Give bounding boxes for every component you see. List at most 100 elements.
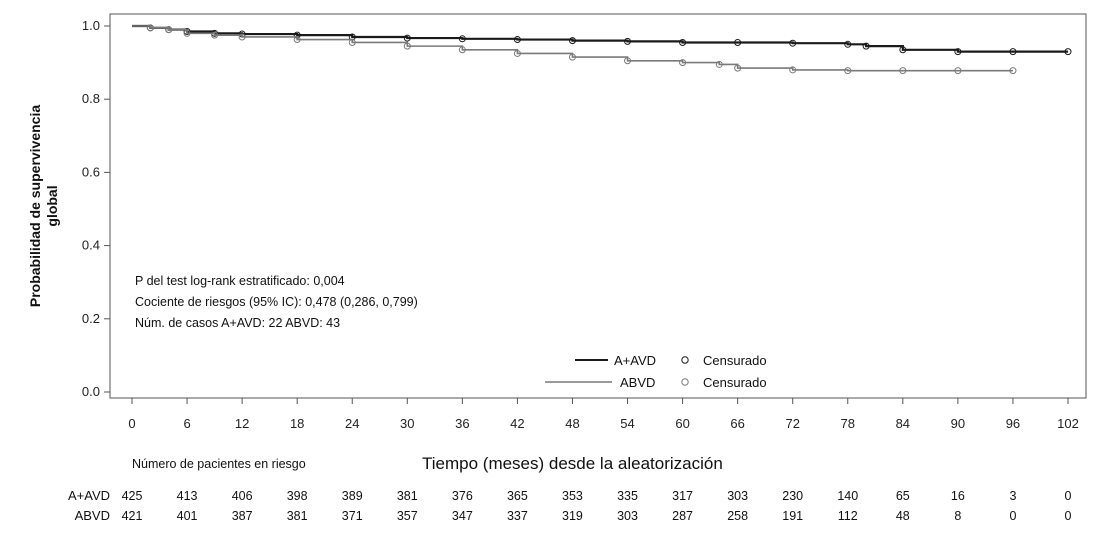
x-tick-label: 18 [290,416,304,431]
risk-count: 413 [177,489,198,503]
risk-count: 0 [1065,489,1072,503]
x-tick-label: 78 [841,416,855,431]
x-axis-label: Tiempo (meses) desde la aleatorización [422,454,723,473]
x-tick-label: 12 [235,416,249,431]
censor-marker-a-avd [734,38,742,46]
censor-marker-abvd [844,67,852,75]
censor-marker-a-avd [513,36,521,44]
risk-count: 3 [1009,489,1016,503]
censor-marker-abvd [624,57,632,65]
censor-marker-abvd [238,33,246,41]
risk-count: 381 [287,509,308,523]
censor-marker-abvd [715,60,723,68]
risk-count: 406 [232,489,253,503]
risk-count: 258 [727,509,748,523]
risk-count: 287 [672,509,693,523]
censor-marker-abvd [293,36,301,44]
censor-marker-a-avd [789,39,797,47]
risk-count: 303 [727,489,748,503]
legend-censor-marker-a-avd [681,356,689,364]
risk-count: 317 [672,489,693,503]
censor-marker-a-avd [1009,48,1017,56]
legend-censor-label-abvd: Censurado [703,375,767,390]
risk-count: 140 [837,489,858,503]
censor-marker-a-avd [954,48,962,56]
risk-count: 191 [782,509,803,523]
x-tick-label: 102 [1057,416,1079,431]
censor-marker-abvd [146,24,154,32]
censor-marker-abvd [734,64,742,72]
x-tick-label: 36 [455,416,469,431]
y-tick-label: 0.8 [82,91,100,106]
risk-count: 381 [397,489,418,503]
x-tick-label: 60 [675,416,689,431]
y-tick-label: 0.0 [82,384,100,399]
x-tick-label: 72 [785,416,799,431]
risk-count: 16 [951,489,965,503]
y-axis-label-line2: global [44,185,60,226]
censor-marker-abvd [1009,67,1017,75]
legend-label-abvd: ABVD [620,375,655,390]
plot-frame [109,13,1087,399]
y-tick-label: 0.4 [82,238,100,253]
x-tick-label: 90 [951,416,965,431]
x-tick-label: 6 [183,416,190,431]
risk-count: 319 [562,509,583,523]
censor-marker-abvd [403,42,411,50]
risk-count: 389 [342,489,363,503]
risk-count: 0 [1009,509,1016,523]
x-tick-label: 96 [1006,416,1020,431]
risk-count: 357 [397,509,418,523]
censor-marker-a-avd [899,46,907,54]
annotation-hazard-ratio: Cociente de riesgos (95% IC): 0,478 (0,2… [135,295,418,309]
x-axis-ticks: 0 6 12 18 24 30 36 42 48 54 60 66 72 78 84 90 96 102 [128,398,1079,431]
risk-count: 421 [122,509,143,523]
censor-marker-a-avd [862,42,870,50]
censor-marker-a-avd [844,40,852,48]
censor-marker-a-avd [403,34,411,42]
annotation-cases: Núm. de casos A+AVD: 22 ABVD: 43 [135,316,340,330]
y-tick-label: 0.6 [82,164,100,179]
risk-count: 401 [177,509,198,523]
risk-count: 0 [1065,509,1072,523]
legend-censor-label-a-avd: Censurado [703,353,767,368]
x-tick-label: 48 [565,416,579,431]
risk-table: A+AVD 425 413 406 398 389 381 376 365 353 335 317 30… [68,488,1072,523]
x-tick-label: 66 [730,416,744,431]
risk-count: 353 [562,489,583,503]
series-line-a-avd [132,24,1068,53]
annotation-logrank: P del test log-rank estratificado: 0,004 [135,274,345,288]
censor-marker-abvd [789,66,797,74]
censor-marker-a-avd [1064,48,1072,56]
series-line-abvd [132,25,1013,72]
censor-marker-abvd [165,26,173,34]
series-layer [132,24,1072,75]
censor-marker-abvd [348,38,356,46]
risk-count: 371 [342,509,363,523]
censor-marker-abvd [211,31,219,39]
censor-marker-abvd [458,46,466,54]
x-tick-label: 24 [345,416,359,431]
risk-count: 376 [452,489,473,503]
x-tick-label: 30 [400,416,414,431]
x-tick-label: 0 [128,416,135,431]
censor-marker-a-avd [679,38,687,46]
risk-count: 337 [507,509,528,523]
risk-count: 303 [617,509,638,523]
x-tick-label: 54 [620,416,634,431]
risk-row-label: ABVD [75,508,110,523]
risk-count: 387 [232,509,253,523]
censor-marker-a-avd [183,27,191,35]
censor-marker-a-avd [458,35,466,43]
legend-censor-marker-abvd [681,378,689,386]
risk-count: 347 [452,509,473,523]
risk-count: 230 [782,489,803,503]
risk-count: 365 [507,489,528,503]
censor-marker-abvd [183,29,191,37]
risk-count: 8 [954,509,961,523]
censor-marker-a-avd [568,37,576,45]
y-axis-label-line1: Probabilidad de supervivencia [27,105,43,308]
risk-count: 112 [838,509,858,523]
risk-table-title: Número de pacientes en riesgo [132,457,306,471]
